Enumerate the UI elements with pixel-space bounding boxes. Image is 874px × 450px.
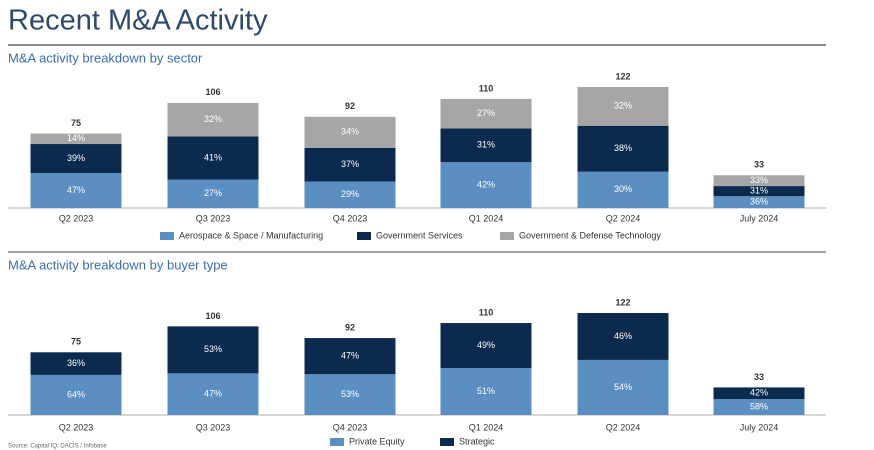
x-tick-label: Q2 2024 <box>606 213 641 223</box>
segment-label: 29% <box>341 189 359 199</box>
chart-title: M&A activity breakdown by sector <box>8 50 203 65</box>
segment-label: 42% <box>477 179 495 189</box>
bar-segment <box>577 313 669 360</box>
legend-label: Government & Defense Technology <box>519 230 661 240</box>
segment-label: 49% <box>477 340 495 350</box>
bar-segment <box>167 326 259 374</box>
legend-swatch <box>160 232 174 240</box>
source: Source: Capital IQ; DACIS / Infobase <box>8 444 107 450</box>
segment-label: 41% <box>204 152 222 162</box>
segment-label: 37% <box>341 159 359 169</box>
total-label: 106 <box>205 311 220 321</box>
slide-title: Recent M&A Activity <box>8 5 268 37</box>
bar-segment <box>713 398 805 415</box>
total-label: 33 <box>754 160 764 170</box>
segment-label: 30% <box>614 184 632 194</box>
segment-label: 32% <box>204 114 222 124</box>
segment-label: 36% <box>67 358 85 368</box>
bar-segment <box>304 147 396 182</box>
x-tick-label: Q4 2023 <box>333 422 368 432</box>
bar-segment <box>577 171 669 208</box>
legend-label: Strategic <box>459 436 495 446</box>
bar-segment <box>304 181 396 208</box>
bar-segment <box>304 374 396 415</box>
bar-segment <box>30 352 122 375</box>
segment-label: 34% <box>341 127 359 137</box>
legend-swatch <box>357 232 371 240</box>
total-label: 75 <box>71 118 81 128</box>
x-tick-label: Q4 2023 <box>333 213 368 223</box>
segment-label: 58% <box>750 401 768 411</box>
segment-label: 51% <box>477 386 495 396</box>
bar-segment <box>30 133 122 145</box>
total-label: 92 <box>345 101 355 111</box>
bar-segment <box>30 173 122 208</box>
chart-title: M&A activity breakdown by buyer type <box>8 257 228 272</box>
segment-label: 33% <box>750 175 768 185</box>
segment-label: 39% <box>67 153 85 163</box>
bar-segment <box>440 368 532 415</box>
x-tick-label: July 2024 <box>740 213 779 223</box>
total-label: 33 <box>754 372 764 382</box>
bar-segment <box>30 374 122 415</box>
bar-segment <box>167 102 259 137</box>
segment-label: 53% <box>204 344 222 354</box>
bar-segment <box>440 128 532 163</box>
segment-label: 27% <box>477 108 495 118</box>
bar-segment <box>440 323 532 369</box>
legend-label: Aerospace & Space / Manufacturing <box>179 230 323 240</box>
segment-label: 47% <box>341 351 359 361</box>
bar-segment <box>440 162 532 208</box>
segment-label: 31% <box>477 140 495 150</box>
x-tick-label: Q1 2024 <box>469 213 504 223</box>
segment-label: 53% <box>341 389 359 399</box>
bar-segment <box>304 338 396 375</box>
total-label: 110 <box>479 307 494 317</box>
total-label: 106 <box>205 87 220 97</box>
segment-label: 32% <box>614 101 632 111</box>
segment-label: 31% <box>750 186 768 196</box>
total-label: 75 <box>71 337 81 347</box>
bar-segment <box>304 116 396 148</box>
segment-label: 46% <box>614 331 632 341</box>
total-label: 122 <box>615 71 630 81</box>
bar-segment <box>713 387 805 399</box>
x-tick-label: Q2 2023 <box>59 422 94 432</box>
bar-segment <box>713 175 805 187</box>
bar-segment <box>440 98 532 129</box>
segment-label: 42% <box>750 388 768 398</box>
segment-label: 27% <box>204 188 222 198</box>
legend-label: Government Services <box>376 230 463 240</box>
bar-segment <box>713 186 805 197</box>
bar-segment <box>713 196 805 208</box>
bar-segment <box>167 136 259 180</box>
bar-segment <box>167 179 259 208</box>
x-tick-label: Q3 2023 <box>196 213 231 223</box>
legend-swatch <box>440 438 454 446</box>
bar-segment <box>577 125 669 172</box>
segment-label: 47% <box>204 389 222 399</box>
segment-label: 36% <box>750 196 768 206</box>
total-label: 110 <box>479 83 494 93</box>
x-tick-label: Q1 2024 <box>469 422 504 432</box>
bar-segment <box>577 359 669 415</box>
legend-swatch <box>330 438 344 446</box>
bar-segment <box>30 144 122 174</box>
segment-label: 38% <box>614 143 632 153</box>
total-label: 122 <box>615 297 630 307</box>
x-tick-label: Q2 2024 <box>606 422 641 432</box>
x-tick-label: Q2 2023 <box>59 213 94 223</box>
legend-label: Private Equity <box>349 436 405 446</box>
x-tick-label: Q3 2023 <box>196 422 231 432</box>
segment-label: 47% <box>67 185 85 195</box>
total-label: 92 <box>345 322 355 332</box>
legend-swatch <box>500 232 514 240</box>
segment-label: 64% <box>67 389 85 399</box>
x-tick-label: July 2024 <box>740 422 779 432</box>
segment-label: 54% <box>614 382 632 392</box>
segment-label: 14% <box>67 133 85 143</box>
bar-segment <box>167 373 259 415</box>
bar-segment <box>577 87 669 126</box>
